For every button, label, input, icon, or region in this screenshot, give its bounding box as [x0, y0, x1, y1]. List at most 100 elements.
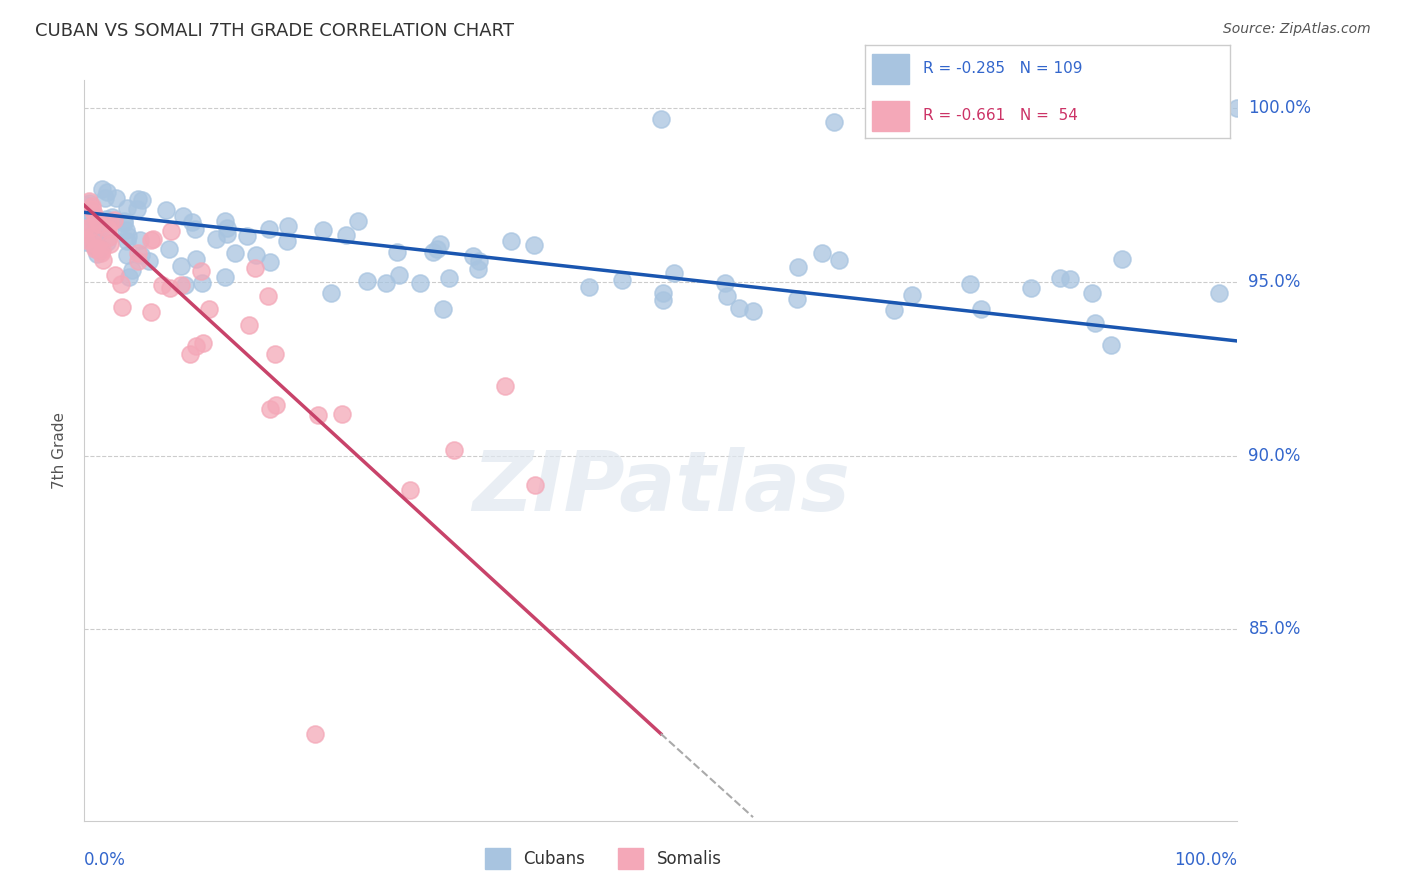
Point — [245, 248, 267, 262]
Point — [104, 268, 127, 282]
Point — [259, 221, 281, 235]
Point — [83, 232, 105, 246]
Point — [104, 191, 127, 205]
Point — [96, 185, 118, 199]
Point — [191, 335, 214, 350]
Point — [83, 239, 105, 253]
Point — [422, 244, 444, 259]
Point — [312, 223, 335, 237]
Point — [494, 379, 516, 393]
Point — [139, 305, 162, 319]
Point — [463, 249, 485, 263]
Point — [523, 238, 546, 252]
Point — [259, 401, 281, 416]
Point — [186, 339, 208, 353]
Point — [714, 276, 737, 290]
Point — [180, 215, 202, 229]
Point — [1111, 252, 1133, 267]
Point — [716, 289, 738, 303]
Point — [100, 211, 122, 225]
Text: 85.0%: 85.0% — [1249, 621, 1301, 639]
Point — [131, 193, 153, 207]
Point — [96, 235, 118, 249]
Point — [129, 248, 152, 262]
Point — [408, 276, 430, 290]
Point — [117, 270, 139, 285]
Point — [437, 270, 460, 285]
Point — [786, 293, 808, 307]
Point — [97, 222, 120, 236]
Point — [214, 269, 236, 284]
Point — [335, 227, 357, 242]
Point — [89, 241, 111, 255]
Point — [103, 212, 125, 227]
Text: 100.0%: 100.0% — [1249, 99, 1312, 117]
Point — [179, 347, 201, 361]
Text: CUBAN VS SOMALI 7TH GRADE CORRELATION CHART: CUBAN VS SOMALI 7TH GRADE CORRELATION CH… — [35, 22, 515, 40]
Point — [662, 266, 685, 280]
Point — [125, 202, 148, 216]
Point — [121, 263, 143, 277]
Point — [204, 232, 226, 246]
Point — [150, 278, 173, 293]
Point — [215, 227, 238, 241]
Point — [184, 252, 207, 266]
Point — [938, 108, 960, 122]
Point — [347, 214, 370, 228]
Point — [82, 202, 104, 216]
Point — [157, 242, 180, 256]
Point — [811, 246, 834, 260]
Point — [84, 211, 107, 226]
Point — [80, 199, 103, 213]
Point — [190, 264, 212, 278]
Point — [170, 278, 193, 293]
Point — [214, 214, 236, 228]
Point — [91, 219, 114, 233]
Point — [304, 727, 326, 741]
Point — [127, 246, 149, 260]
Point — [170, 259, 193, 273]
Point — [652, 293, 675, 308]
Point — [190, 276, 212, 290]
Point — [155, 203, 177, 218]
Point — [84, 220, 107, 235]
Point — [198, 301, 221, 316]
Text: 100.0%: 100.0% — [1174, 851, 1237, 869]
Point — [321, 286, 343, 301]
Point — [787, 260, 810, 275]
Point — [174, 278, 197, 293]
Point — [307, 408, 329, 422]
Point — [995, 108, 1018, 122]
Point — [82, 227, 104, 242]
Point — [1049, 271, 1071, 285]
Point — [77, 194, 100, 209]
Point — [84, 242, 107, 256]
Point — [100, 237, 122, 252]
Point — [114, 215, 136, 229]
Point — [1084, 317, 1107, 331]
Point — [236, 229, 259, 244]
Point — [91, 181, 114, 195]
Text: ZIPatlas: ZIPatlas — [472, 447, 849, 528]
Point — [398, 483, 420, 497]
Point — [467, 254, 489, 268]
Point — [83, 206, 105, 220]
Point — [387, 244, 409, 259]
Point — [277, 219, 299, 234]
Point — [86, 247, 108, 261]
Point — [159, 281, 181, 295]
Text: 95.0%: 95.0% — [1249, 273, 1301, 291]
Point — [1099, 338, 1122, 352]
Point — [610, 273, 633, 287]
Text: R = -0.661   N =  54: R = -0.661 N = 54 — [924, 108, 1078, 123]
Point — [467, 261, 489, 276]
Point — [1208, 285, 1230, 300]
Point — [98, 230, 121, 244]
Point — [742, 304, 765, 318]
Point — [80, 228, 103, 243]
Point — [432, 301, 454, 316]
Point — [80, 219, 103, 234]
Text: 0.0%: 0.0% — [84, 851, 127, 869]
Point — [263, 347, 285, 361]
Point — [1204, 108, 1226, 122]
